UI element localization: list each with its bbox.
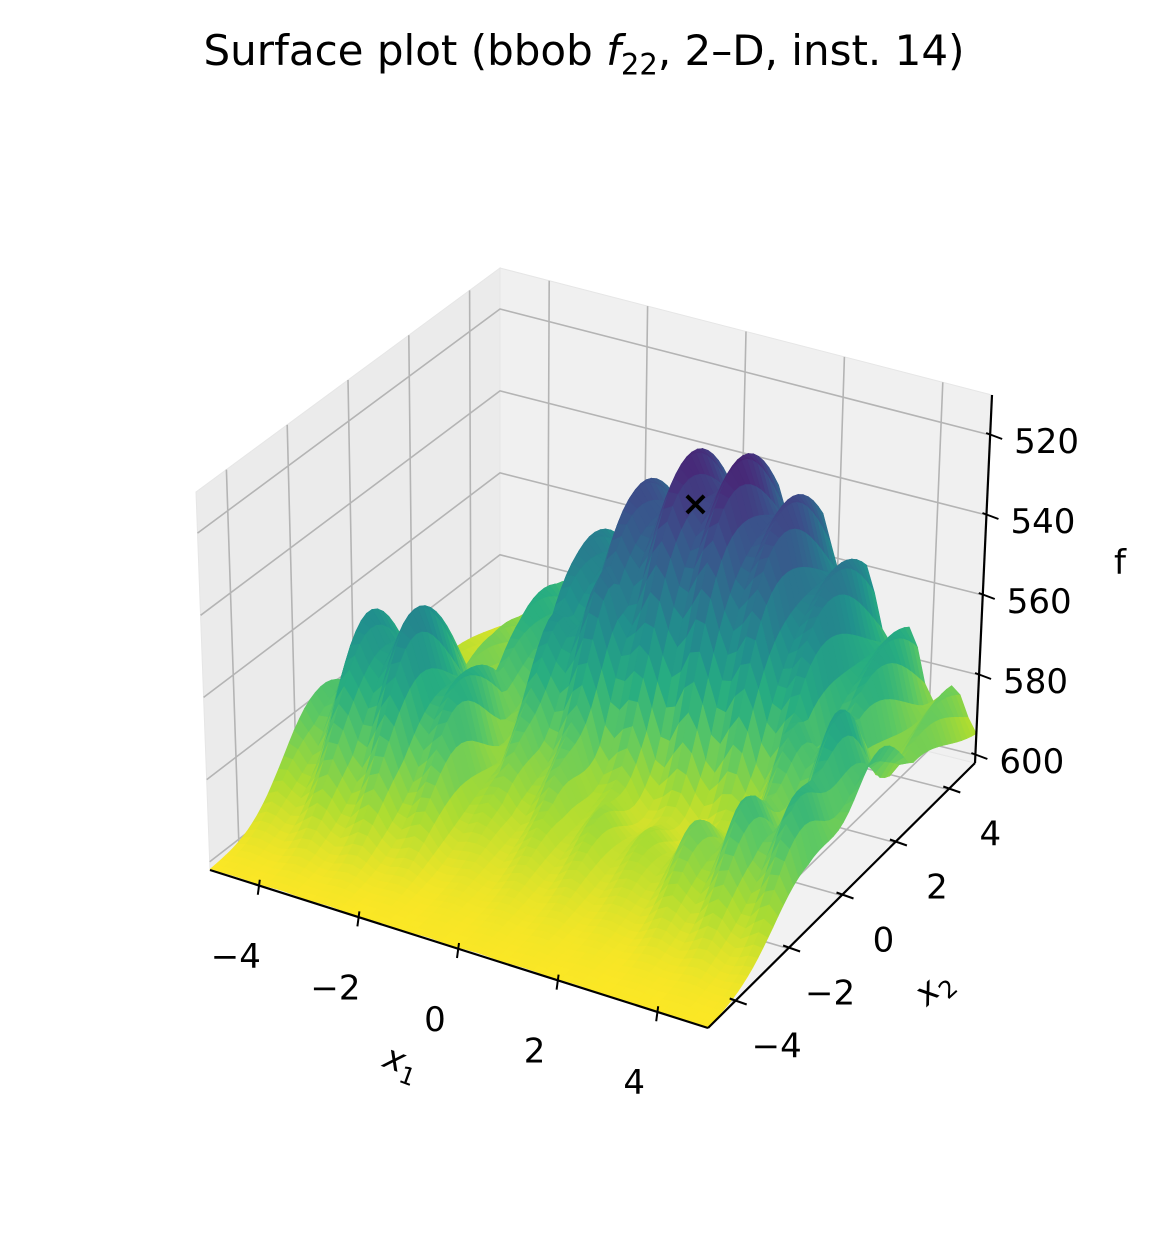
z-axis-line: [973, 394, 994, 764]
z-tick: [978, 592, 996, 600]
x-tick: [456, 942, 460, 959]
optimum-marker-symbol: ×: [681, 484, 710, 524]
x-tick-label: −4: [211, 937, 261, 977]
y-tick-label: 4: [979, 815, 1001, 855]
y-tick-label: 0: [873, 921, 895, 961]
grid-z: [200, 390, 987, 616]
z-tick-label: 520: [1014, 422, 1079, 462]
y-tick: [889, 838, 908, 847]
y-tick-label: 2: [926, 868, 948, 908]
z-tick-label: 580: [1003, 662, 1068, 702]
z-axis-label: f: [1114, 543, 1127, 583]
x-tick-label: 2: [524, 1032, 546, 1072]
x-tick: [356, 911, 361, 927]
y-tick: [836, 891, 854, 900]
y-tick-label: −4: [752, 1027, 802, 1067]
x-tick-label: −2: [310, 968, 360, 1008]
x-tick: [256, 879, 261, 895]
y-axis-line: [707, 762, 976, 1029]
y-tick: [729, 997, 748, 1006]
z-tick: [982, 512, 999, 520]
x-tick: [655, 1006, 660, 1022]
x-tick: [555, 974, 560, 990]
z-tick: [985, 432, 1003, 440]
x-tick-label: 4: [623, 1063, 645, 1103]
z-tick-label: 560: [1007, 582, 1072, 622]
y-axis-label: x2: [905, 960, 963, 1019]
y-tick: [942, 785, 961, 794]
optimum-marker: ×: [681, 484, 710, 524]
y-tick-label: −2: [805, 974, 855, 1014]
z-tick-label: 540: [1010, 502, 1075, 542]
z-tick: [974, 672, 992, 680]
z-tick: [971, 752, 988, 760]
x-axis-label: x1: [375, 1036, 425, 1092]
x-tick-label: 0: [424, 1000, 446, 1040]
chart-title: Surface plot (bbob f22, 2–D, inst. 14): [203, 26, 965, 82]
z-tick-label: 600: [999, 742, 1064, 782]
surface-mesh: [209, 447, 977, 1028]
y-tick: [782, 944, 801, 953]
grid-z: [197, 308, 991, 534]
